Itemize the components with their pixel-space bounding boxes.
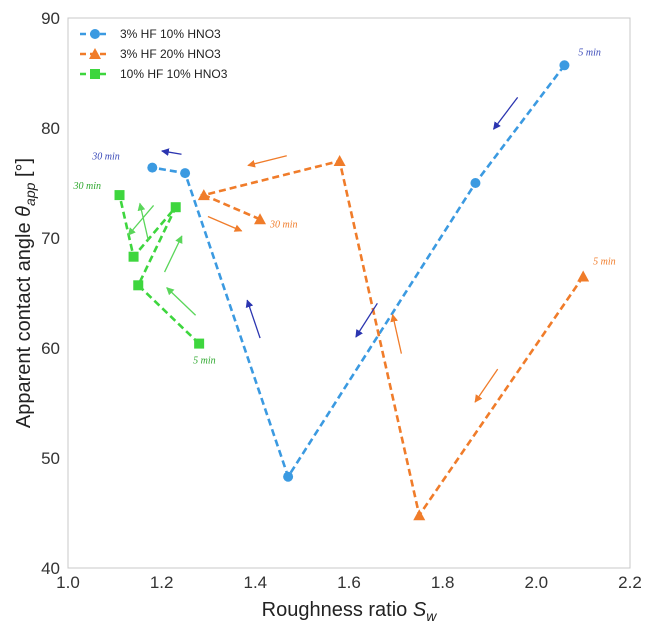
- time-annotation: 5 min: [193, 356, 216, 367]
- time-annotation: 30 min: [91, 152, 120, 163]
- y-axis-label-text: Apparent contact angle: [13, 222, 35, 428]
- y-tick-label: 60: [41, 339, 60, 358]
- time-annotation: 5 min: [593, 257, 616, 268]
- y-tick-label: 40: [41, 559, 60, 578]
- y-axis-unit: [°]: [13, 158, 35, 177]
- y-tick-label: 80: [41, 119, 60, 138]
- data-point-3: [128, 251, 139, 262]
- time-annotation: 5 min: [578, 47, 601, 58]
- legend-marker: [90, 69, 100, 79]
- x-axis-title: Roughness ratio Sw: [262, 599, 438, 624]
- data-point-2: [254, 213, 267, 225]
- direction-arrow-1: [493, 96, 519, 130]
- y-axis-subscript: app: [22, 182, 38, 206]
- x-tick-label: 1.2: [150, 573, 174, 592]
- data-point-1: [559, 60, 570, 71]
- y-tick-label: 90: [41, 9, 60, 28]
- data-point-1: [470, 178, 481, 188]
- legend-marker: [89, 48, 101, 59]
- data-point-1: [283, 471, 294, 482]
- data-point-3: [194, 338, 205, 349]
- time-annotation: 30 min: [73, 181, 102, 192]
- legend-label: 10% HF 10% HNO3: [120, 67, 228, 81]
- direction-arrow-3: [127, 205, 155, 236]
- direction-arrow-2: [207, 215, 243, 232]
- time-annotation: 30 min: [269, 219, 298, 230]
- y-axis-title: Apparent contact angle θapp [°]: [13, 158, 38, 428]
- data-point-3: [114, 190, 125, 201]
- legend: 3% HF 10% HNO3 3% HF 20% HNO3 10% HF 10% H…: [80, 27, 228, 81]
- x-tick-label: 2.0: [525, 573, 549, 592]
- data-point-1: [180, 168, 191, 179]
- y-tick-label: 70: [41, 229, 60, 248]
- x-axis-label-text: Roughness ratio: [262, 599, 408, 621]
- x-tick-label: 2.2: [618, 573, 642, 592]
- x-axis-symbol: S: [413, 599, 427, 621]
- direction-arrow-2: [247, 155, 287, 168]
- x-tick-label: 1.8: [431, 573, 455, 592]
- direction-arrow-1: [161, 148, 182, 156]
- y-axis-symbol: θ: [13, 206, 35, 217]
- legend-label: 3% HF 10% HNO3: [120, 27, 221, 41]
- data-point-3: [133, 280, 144, 291]
- direction-arrow-1: [355, 302, 378, 338]
- data-point-3: [170, 202, 181, 213]
- direction-arrow-3: [166, 287, 197, 316]
- data-point-1: [147, 162, 158, 173]
- direction-arrow-2: [474, 368, 499, 403]
- data-point-2: [413, 509, 426, 521]
- direction-arrow-3: [163, 235, 183, 273]
- y-tick-label: 50: [41, 449, 60, 468]
- plot-area: [67, 17, 631, 569]
- direction-arrow-1: [245, 299, 261, 339]
- x-axis-subscript: w: [426, 608, 437, 624]
- legend-label: 3% HF 20% HNO3: [120, 47, 221, 61]
- direction-arrow-3: [137, 202, 149, 241]
- x-tick-label: 1.0: [56, 573, 80, 592]
- x-tick-label: 1.6: [337, 573, 361, 592]
- data-point-2: [197, 189, 210, 201]
- direction-arrow-2: [390, 313, 403, 354]
- data-point-2: [333, 155, 346, 166]
- legend-marker: [90, 29, 100, 39]
- x-tick-label: 1.4: [244, 573, 268, 592]
- data-point-2: [577, 270, 590, 282]
